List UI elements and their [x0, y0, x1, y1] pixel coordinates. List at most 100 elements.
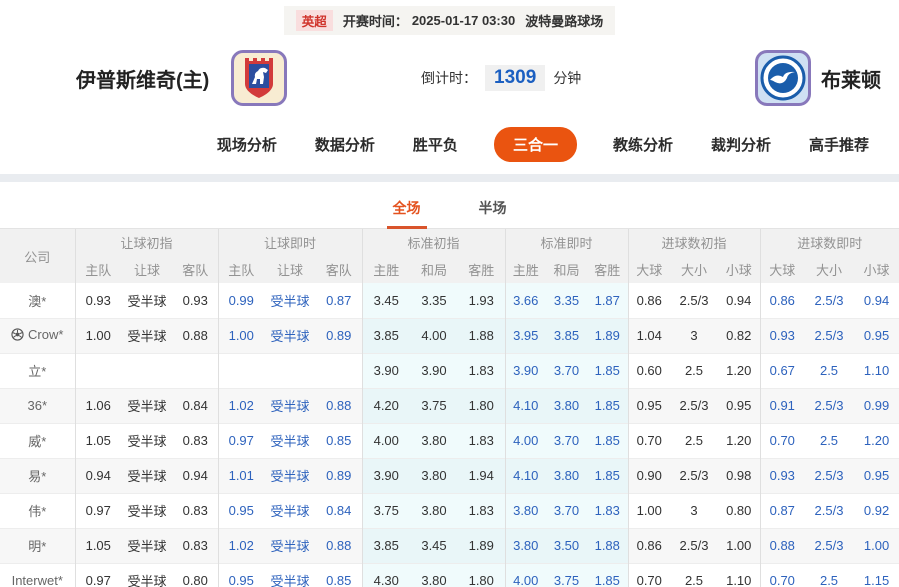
countdown-unit: 分钟 [553, 70, 582, 86]
odds-cell: 受半球 [127, 434, 167, 449]
odds-cell: 0.88 [173, 318, 218, 353]
company-cell[interactable]: 明* [0, 528, 75, 563]
odds-cell: 0.97 [74, 563, 121, 587]
col-header: 大球 [759, 256, 805, 283]
header-col-row: 主队 让球 客队 主队 让球 客队 主胜 和局 客胜 主胜 和局 客胜 大球 大小 小球 大球 大小 小球 [0, 256, 899, 283]
odds-cell: 2.5 [819, 363, 839, 378]
col-header: 主胜 [361, 256, 410, 283]
odds-cell: 3.80 [410, 458, 458, 493]
odds-cell [217, 353, 264, 388]
company-cell[interactable]: 易* [0, 458, 75, 493]
nav-tab-1[interactable]: 现场分析 [216, 137, 277, 154]
odds-cell: 0.60 [627, 353, 670, 388]
company-cell[interactable]: Crow* [0, 318, 75, 353]
nav-tab-6[interactable]: 裁判分析 [710, 137, 771, 154]
odds-table-head: 公司 让球初指 让球即时 标准初指 标准即时 进球数初指 进球数即时 主队 让球 客队 主队 让球 客队… [0, 229, 899, 283]
odds-cell: 4.00 [410, 318, 458, 353]
home-team-logo-icon [231, 50, 288, 106]
odds-cell: 0.95 [217, 563, 264, 587]
odds-cell: 2.5/3 [814, 292, 844, 308]
odds-cell: 3.85 [361, 318, 410, 353]
team-header: 伊普斯维奇(主) 倒计时： 1309 分钟 [0, 35, 899, 117]
odds-cell: 3.50 [546, 528, 587, 563]
odds-cell: 受半球 [270, 293, 310, 309]
col-header: 主队 [74, 256, 121, 283]
odds-cell: 0.88 [316, 388, 362, 423]
odds-cell: 1.93 [458, 283, 505, 318]
subtab-1[interactable]: 全场 [386, 192, 427, 229]
odds-cell: 1.01 [217, 458, 264, 493]
kickoff-label: 开赛时间： [342, 14, 408, 29]
odds-cell: 0.89 [316, 458, 362, 493]
odds-cell: 1.10 [863, 363, 890, 378]
odds-cell: 0.99 [217, 283, 264, 318]
odds-cell: 0.99 [854, 388, 899, 423]
company-cell[interactable]: Interwet* [11, 573, 63, 587]
odds-cell: 0.88 [759, 528, 805, 563]
odds-cell: 1.80 [458, 563, 505, 587]
nav-tabs: 现场分析 数据分析 胜平负 三合一 教练分析 裁判分析 高手推荐 [0, 117, 899, 174]
table-row: 立* 3.90 3.90 1.83 3.90 3.70 1.85 0.60 2.5 1.20 0.6… [0, 353, 899, 388]
odds-cell: 0.93 [74, 283, 121, 318]
odds-cell: 0.97 [217, 423, 264, 458]
odds-cell: 2.5 [819, 433, 839, 448]
company-cell[interactable]: 伟* [28, 504, 47, 519]
odds-cell: 0.88 [316, 528, 362, 563]
countdown: 倒计时： 1309 分钟 [421, 65, 581, 91]
odds-cell: 受半球 [121, 388, 173, 423]
nav-tab-5[interactable]: 教练分析 [612, 137, 673, 154]
subtab-2[interactable]: 半场 [478, 200, 507, 216]
odds-cell: 0.95 [627, 388, 670, 423]
odds-cell: 3.90 [410, 353, 458, 388]
odds-cell: 3.90 [361, 353, 410, 388]
odds-cell: 3.80 [504, 493, 546, 528]
company-cell[interactable]: 36* [0, 388, 75, 423]
odds-cell: 0.95 [854, 318, 899, 353]
odds-cell: 受半球 [270, 504, 310, 519]
odds-cell: 4.20 [361, 388, 410, 423]
odds-cell: 1.83 [458, 493, 505, 528]
odds-cell: 2.5/3 [679, 292, 709, 308]
col-header: 客队 [173, 256, 218, 283]
match-info-bar: 英超 开赛时间： 2025-01-17 03:30 波特曼路球场 [0, 6, 899, 35]
scope-subtabs: 全场 半场 [0, 182, 899, 229]
company-cell[interactable]: 威* [28, 434, 47, 449]
odds-cell: 0.84 [173, 388, 218, 423]
nav-tab-3[interactable]: 胜平负 [412, 137, 458, 154]
col-header: 主胜 [504, 256, 546, 283]
odds-cell: 0.95 [718, 388, 761, 423]
odds-cell: 3 [690, 503, 698, 518]
odds-cell: 1.10 [726, 573, 752, 587]
odds-cell: 1.88 [458, 318, 505, 353]
odds-cell: 1.85 [587, 458, 628, 493]
odds-cell: 0.85 [326, 433, 352, 448]
odds-cell: 受半球 [121, 458, 173, 493]
football-icon [11, 328, 24, 344]
odds-cell: 0.94 [863, 292, 890, 308]
company-cell[interactable]: 澳* [28, 293, 47, 309]
odds-cell: 3.75 [361, 493, 410, 528]
odds-cell: 0.70 [627, 423, 670, 458]
nav-tab-4[interactable]: 三合一 [493, 127, 577, 162]
odds-cell: 3.95 [504, 318, 546, 353]
odds-cell: 0.93 [759, 458, 805, 493]
nav-tab-7[interactable]: 高手推荐 [808, 137, 869, 154]
odds-cell: 2.5/3 [814, 503, 844, 518]
col-header: 和局 [410, 256, 458, 283]
group-header-6: 进球数即时 [759, 229, 899, 256]
odds-cell: 0.85 [326, 573, 352, 587]
odds-cell: 1.00 [217, 318, 264, 353]
odds-cell: 3 [670, 318, 718, 353]
odds-cell: 2.5 [684, 573, 704, 587]
odds-cell: 1.85 [587, 353, 628, 388]
odds-cell: 1.85 [587, 388, 628, 423]
company-cell[interactable]: 立* [28, 364, 47, 379]
nav-tab-2[interactable]: 数据分析 [314, 137, 375, 154]
header-group-row: 公司 让球初指 让球即时 标准初指 标准即时 进球数初指 进球数即时 [0, 229, 899, 283]
col-header: 客队 [316, 256, 362, 283]
col-header: 主队 [217, 256, 264, 283]
odds-cell: 0.93 [759, 318, 805, 353]
odds-cell: 1.05 [74, 423, 121, 458]
group-header-1: 让球初指 [74, 229, 218, 256]
odds-cell: 2.5/3 [804, 318, 855, 353]
